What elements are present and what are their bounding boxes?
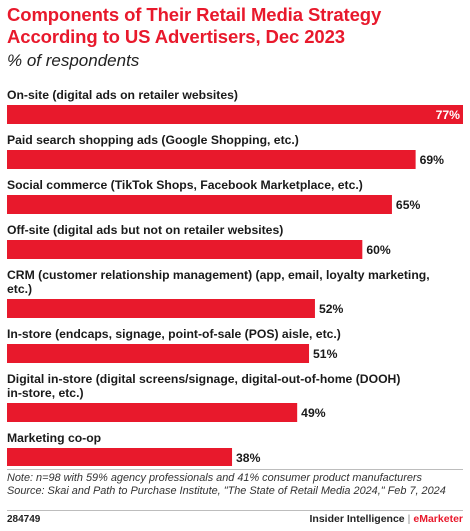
- bar: [7, 150, 416, 169]
- bar-chart: On-site (digital ads on retailer website…: [7, 88, 463, 466]
- bar-group-5: CRM (customer relationship management) (…: [7, 268, 430, 318]
- bar-group-8: Marketing co-op 38%: [7, 431, 261, 466]
- category-label: etc.): [7, 282, 32, 296]
- category-label: in-store, etc.): [7, 386, 84, 400]
- category-label: In-store (endcaps, signage, point-of-sal…: [7, 327, 341, 341]
- notes-divider: [7, 469, 463, 470]
- bar: [7, 299, 315, 318]
- category-label: Digital in-store (digital screens/signag…: [7, 372, 400, 386]
- source-text: Source: Skai and Path to Purchase Instit…: [7, 485, 446, 497]
- value-label: 60%: [366, 243, 391, 257]
- chart-notes: Note: n=98 with 59% agency professionals…: [7, 472, 469, 498]
- bar-group-3: Social commerce (TikTok Shops, Facebook …: [7, 178, 420, 214]
- value-label: 38%: [236, 451, 261, 465]
- category-label: Paid search shopping ads (Google Shoppin…: [7, 133, 299, 147]
- category-label: Off-site (digital ads but not on retaile…: [7, 223, 283, 237]
- chart-subtitle: % of respondents: [7, 51, 140, 70]
- brand-emarketer: eMarketer: [413, 513, 463, 525]
- value-label: 65%: [396, 198, 421, 212]
- bar: [7, 105, 463, 124]
- bar: [7, 344, 310, 363]
- brand-insider-intelligence: Insider Intelligence: [309, 513, 405, 525]
- bar-group-1: On-site (digital ads on retailer website…: [7, 88, 463, 124]
- brand-separator: |: [407, 513, 411, 525]
- chart-id: 284749: [7, 514, 41, 525]
- bar: [7, 448, 233, 466]
- value-label: 51%: [313, 347, 338, 361]
- bar: [7, 195, 392, 214]
- bar: [7, 403, 298, 422]
- bar-group-6: In-store (endcaps, signage, point-of-sal…: [7, 327, 341, 363]
- value-label: 52%: [319, 302, 344, 316]
- category-label: Marketing co-op: [7, 431, 101, 445]
- value-label: 49%: [301, 406, 326, 420]
- bar: [7, 240, 363, 259]
- value-label: 77%: [436, 108, 461, 122]
- category-label: Social commerce (TikTok Shops, Facebook …: [7, 178, 363, 192]
- category-label: On-site (digital ads on retailer website…: [7, 88, 238, 102]
- footer-brand: Insider Intelligence | eMarketer: [310, 513, 463, 525]
- bar-group-4: Off-site (digital ads but not on retaile…: [7, 223, 391, 259]
- bar-group-7: Digital in-store (digital screens/signag…: [7, 372, 400, 422]
- value-label: 69%: [420, 153, 445, 167]
- chart-title: Components of Their Retail Media Strateg…: [7, 4, 382, 47]
- bar-group-2: Paid search shopping ads (Google Shoppin…: [7, 133, 444, 169]
- category-label: CRM (customer relationship management) (…: [7, 268, 430, 282]
- note-text: Note: n=98 with 59% agency professionals…: [7, 472, 422, 484]
- footer-divider: [7, 510, 463, 511]
